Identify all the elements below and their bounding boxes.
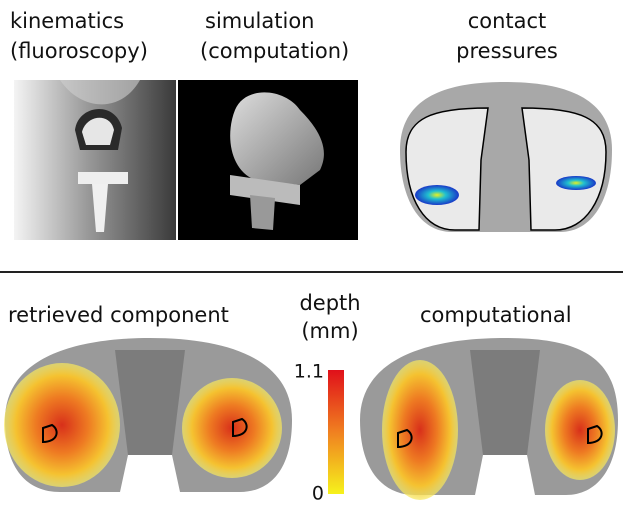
fluoroscopy-image bbox=[14, 80, 176, 240]
colorbar-tick-label: 1.1 bbox=[294, 361, 324, 383]
panel-subtitle: (fluoroscopy) bbox=[10, 39, 148, 63]
simulation-image bbox=[178, 80, 358, 240]
retrieved-tray bbox=[4, 338, 292, 492]
computational-tray bbox=[360, 338, 618, 500]
figure: kinematics (fluoroscopy) simulation (com… bbox=[0, 0, 623, 506]
panel-title: kinematics bbox=[10, 9, 124, 33]
panel-subtitle: (computation) bbox=[200, 39, 349, 63]
panel-title: retrieved component bbox=[8, 303, 229, 327]
colorbar bbox=[328, 370, 344, 494]
panel-title: contact bbox=[468, 9, 547, 33]
colorbar-tick-label: 0 bbox=[312, 483, 324, 505]
panel-title: simulation bbox=[205, 9, 314, 33]
contact-pressure-map bbox=[400, 82, 612, 232]
colorbar-title: depth bbox=[299, 291, 360, 315]
panel-subtitle: pressures bbox=[456, 39, 558, 63]
colorbar-unit: (mm) bbox=[301, 319, 358, 343]
panel-title: computational bbox=[420, 303, 572, 327]
